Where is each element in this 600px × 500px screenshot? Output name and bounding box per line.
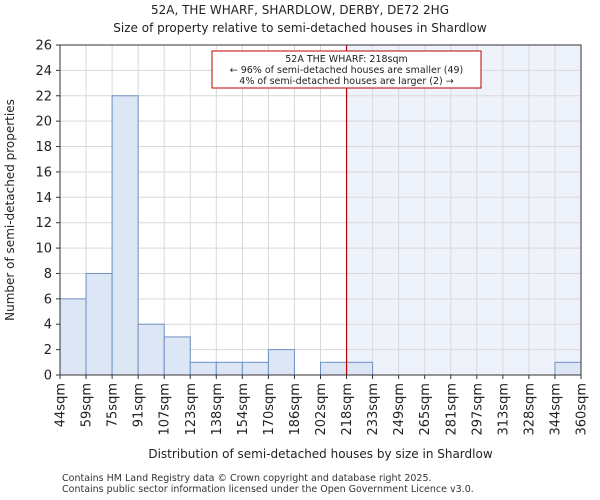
y-tick-label: 24 [35, 64, 52, 79]
bar-123sqm [189, 361, 217, 376]
y-tick-label: 20 [35, 115, 52, 130]
bar-218sqm [346, 361, 374, 376]
x-tick-label: 44sqm [54, 383, 69, 427]
bar-107sqm [163, 336, 191, 376]
x-tick-label: 313sqm [496, 383, 511, 436]
annotation-line-2: ← 96% of semi-detached houses are smalle… [230, 65, 464, 76]
bar-138sqm [215, 361, 243, 376]
bar-75sqm [111, 95, 139, 376]
x-tick-label: 91sqm [132, 383, 147, 427]
y-tick-label: 18 [35, 140, 52, 155]
bar-91sqm [137, 323, 165, 376]
x-tick-label: 154sqm [236, 383, 251, 436]
x-tick-label: 281sqm [444, 383, 459, 436]
y-tick-label: 8 [44, 267, 52, 282]
annotation-frame [211, 50, 482, 89]
footer-copyright: Contains HM Land Registry data © Crown c… [62, 473, 432, 484]
x-tick-label: 75sqm [106, 383, 121, 427]
annotation-box: 52A THE WHARF: 218sqm ← 96% of semi-deta… [211, 50, 482, 89]
chart-title-address: 52A, THE WHARF, SHARDLOW, DERBY, DE72 2H… [150, 3, 449, 17]
annotation-line-1: 52A THE WHARF: 218sqm [285, 54, 408, 65]
y-tick-label: 14 [35, 191, 52, 206]
bars [59, 95, 582, 376]
x-axis-label: Distribution of semi-detached houses by … [148, 447, 492, 461]
y-tick-label: 12 [35, 216, 52, 231]
x-axis-ticks: 44sqm 59sqm 75sqm 91sqm 107sqm 123sqm 138sqm 15… [54, 375, 590, 436]
bar-170sqm [267, 349, 295, 376]
x-tick-label: 265sqm [418, 383, 433, 436]
x-tick-label: 202sqm [314, 383, 329, 436]
y-tick-label: 16 [35, 165, 52, 180]
x-tick-label: 123sqm [184, 383, 199, 436]
x-tick-label: 170sqm [262, 383, 277, 436]
x-tick-label: 328sqm [522, 383, 537, 436]
y-tick-label: 2 [44, 343, 52, 358]
bar-344sqm [554, 361, 582, 376]
y-axis-label: Number of semi-detached properties [3, 99, 17, 321]
bar-154sqm [241, 361, 269, 376]
x-tick-label: 218sqm [340, 383, 355, 436]
larger-properties-region [346, 45, 581, 375]
x-tick-label: 59sqm [80, 383, 95, 427]
y-tick-label: 4 [44, 318, 52, 333]
y-tick-label: 22 [35, 89, 52, 104]
bar-44sqm [59, 298, 87, 376]
y-tick-label: 0 [44, 369, 52, 384]
bar-202sqm [320, 361, 348, 376]
x-tick-label: 233sqm [366, 383, 381, 436]
y-tick-label: 26 [35, 39, 52, 54]
y-tick-label: 10 [35, 242, 52, 257]
footer-licence: Contains public sector information licen… [62, 484, 474, 495]
x-tick-label: 360sqm [575, 383, 590, 436]
annotation-line-3: 4% of semi-detached houses are larger (2… [239, 76, 453, 87]
x-tick-label: 138sqm [210, 383, 225, 436]
x-tick-label: 186sqm [288, 383, 303, 436]
chart-subtitle: Size of property relative to semi-detach… [113, 21, 487, 35]
y-tick-label: 6 [44, 292, 52, 307]
x-tick-label: 297sqm [470, 383, 485, 436]
x-tick-label: 107sqm [158, 383, 173, 436]
x-tick-label: 344sqm [548, 383, 563, 436]
x-tick-label: 249sqm [392, 383, 407, 436]
bar-59sqm [85, 272, 113, 376]
